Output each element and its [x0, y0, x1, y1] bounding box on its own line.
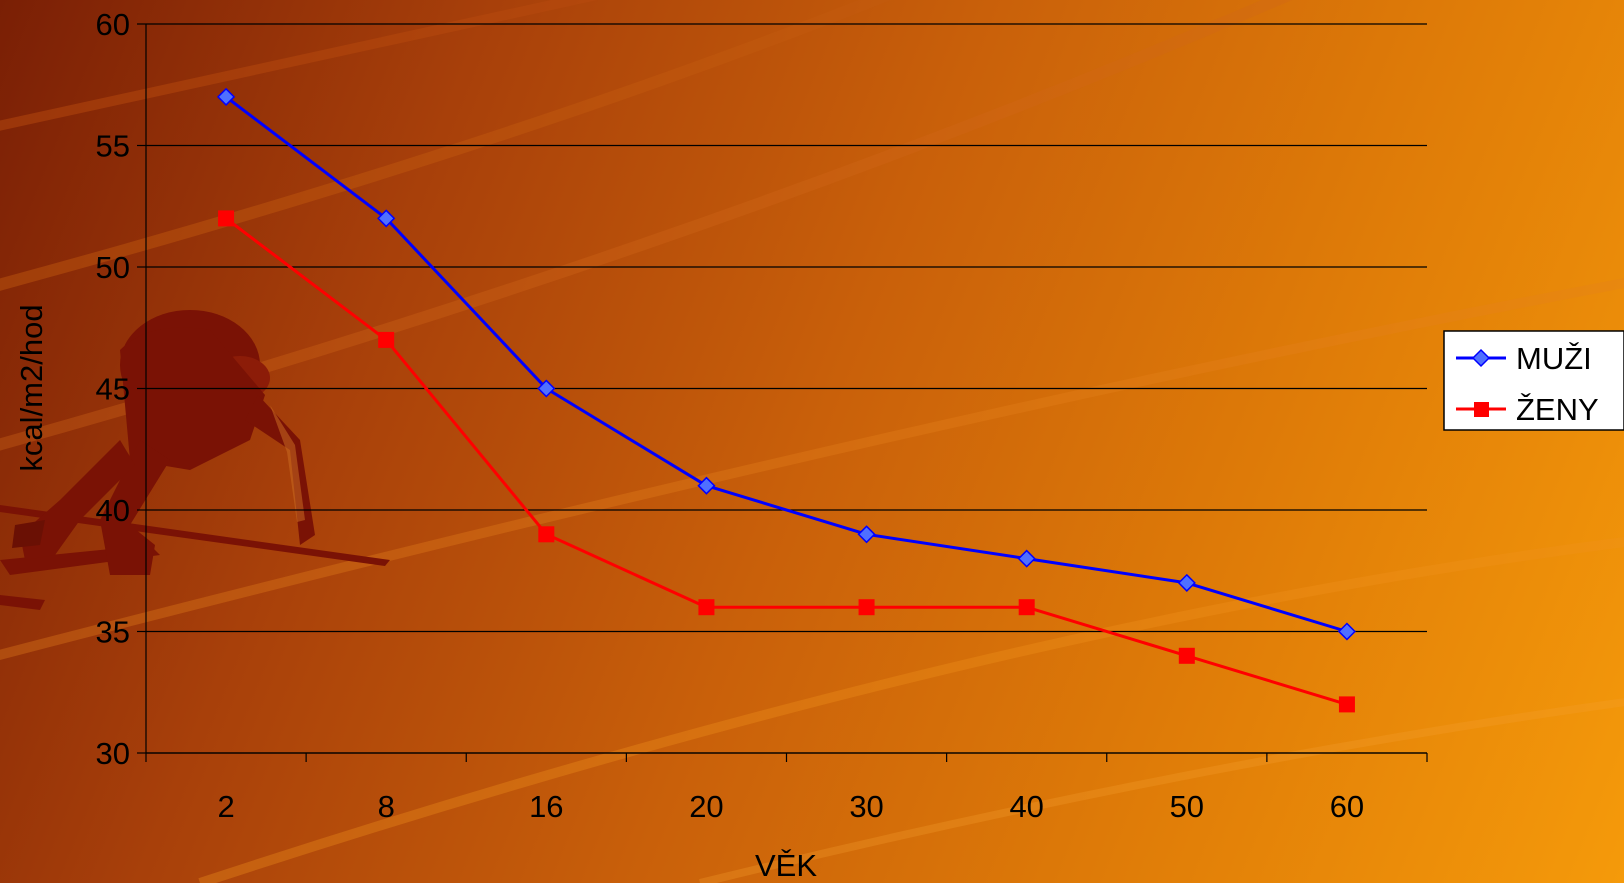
x-tick-label: 16: [529, 789, 563, 824]
y-tick-label: 55: [96, 129, 130, 164]
data-point-zeny: [218, 210, 235, 227]
tick-labels: 30 35 40 45 50 55 60 2 8 16 20 30 40 50 60: [96, 7, 1365, 824]
x-tick-label: 40: [1009, 789, 1043, 824]
series-line-0: [225, 95, 1348, 633]
series-line-1: [225, 217, 1348, 706]
data-point-zeny: [1018, 599, 1035, 616]
y-tick-label: 40: [96, 493, 130, 528]
data-point-zeny: [1338, 696, 1355, 713]
background-swoosh: [198, 537, 1624, 883]
data-point-zeny: [698, 599, 715, 616]
x-tick-label: 50: [1170, 789, 1204, 824]
legend-marker-zeny: [1474, 402, 1489, 417]
x-tick-label: 30: [849, 789, 883, 824]
x-tick-label: 20: [689, 789, 723, 824]
data-point-muzi: [697, 476, 716, 495]
data-point-zeny: [538, 526, 555, 543]
data-point-muzi: [1017, 549, 1036, 568]
x-axis-title: VĚK: [755, 848, 817, 883]
data-point-zeny: [1178, 647, 1195, 664]
background-swoosh: [0, 277, 1624, 660]
data-point-muzi: [1337, 622, 1357, 641]
data-point-muzi: [377, 209, 396, 228]
legend-label-muzi: MUŽI: [1516, 341, 1592, 376]
data-point-muzi: [217, 87, 236, 106]
background-swoosh: [0, 0, 598, 131]
series-markers: [217, 87, 1357, 713]
legend-marker-muzi: [1471, 348, 1491, 368]
data-point-muzi: [857, 525, 876, 544]
data-point-muzi: [1177, 573, 1196, 592]
y-tick-label: 60: [96, 7, 130, 42]
background-swoosh: [699, 698, 1624, 883]
y-tick-label: 45: [96, 372, 130, 407]
x-tick-label: 2: [217, 789, 234, 824]
x-tick-label: 60: [1330, 789, 1364, 824]
data-point-zeny: [858, 599, 875, 616]
legend: MUŽI ŽENY: [1443, 330, 1624, 431]
data-point-muzi: [537, 379, 556, 398]
y-tick-label: 50: [96, 250, 130, 285]
y-axis-title: kcal/m2/hod: [14, 304, 49, 471]
y-tick-label: 30: [96, 736, 130, 771]
data-point-zeny: [378, 331, 395, 348]
axes: [137, 23, 1428, 762]
gridlines: [146, 23, 1427, 754]
series-lines: [225, 95, 1348, 706]
y-tick-label: 35: [96, 615, 130, 650]
x-tick-label: 8: [378, 789, 395, 824]
legend-label-zeny: ŽENY: [1516, 392, 1599, 427]
